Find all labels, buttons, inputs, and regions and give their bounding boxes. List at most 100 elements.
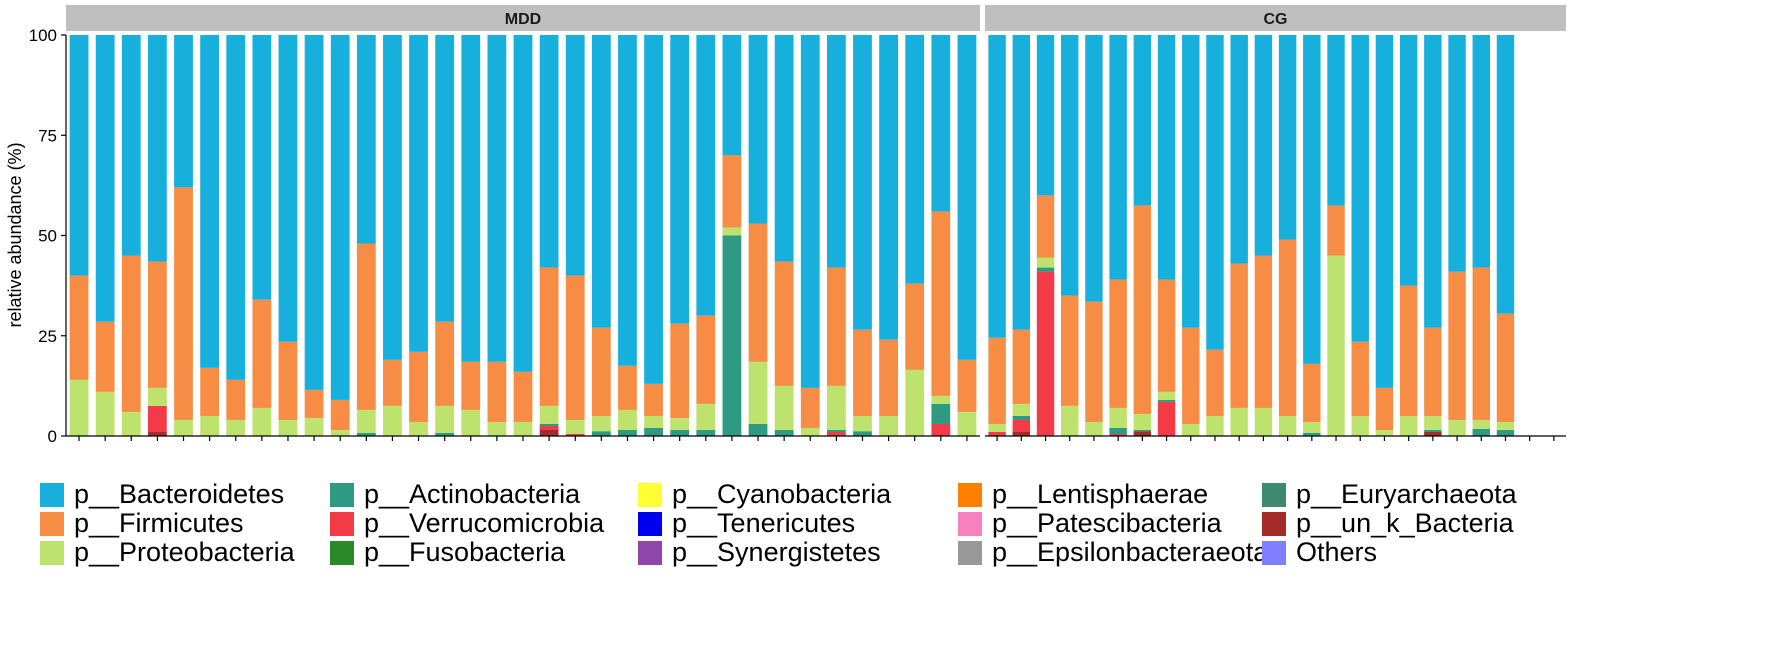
facet-strips: MDD CG [66, 5, 1566, 31]
bar-segment-proteobacteria [905, 369, 925, 436]
legend-swatch [40, 482, 64, 507]
bar-segment-verrucomicrobia [1012, 419, 1031, 432]
legend-item: p__Cyanobacteria [638, 480, 891, 509]
facet-strip-cg [985, 5, 1566, 31]
bar-segment-proteobacteria [1182, 423, 1200, 436]
bar-segment-proteobacteria [879, 415, 899, 436]
bar-segment-actinobacteria [931, 403, 951, 424]
bar-segment-bacteroidetes [591, 35, 611, 328]
bar-segment-bacteroidetes [1230, 35, 1248, 264]
bar-segment-proteobacteria [1399, 415, 1418, 436]
bar-segment-actinobacteria [1157, 399, 1176, 402]
bar-segment-actinobacteria [670, 429, 690, 436]
bar-segment-firmicutes [1399, 285, 1418, 416]
bar-segment-actinobacteria [618, 429, 637, 436]
legend-swatch [330, 482, 354, 507]
bar-segment-actinobacteria [539, 423, 559, 426]
bar-segment-firmicutes [722, 155, 742, 228]
bar-segment-verrucomicrobia [565, 433, 585, 436]
bar-segment-bacteroidetes [696, 35, 716, 316]
bar-segment-firmicutes [591, 327, 611, 416]
legend-label: Others [1296, 537, 1378, 567]
bar-segment-bacteroidetes [200, 35, 220, 368]
bar-segment-firmicutes [905, 283, 925, 370]
legend-label: p__Bacteroidetes [74, 479, 285, 509]
bar-segment-bacteroidetes [69, 35, 89, 276]
bar-segment-verrucomicrobia [1157, 401, 1176, 436]
legend-swatch [1262, 540, 1286, 565]
bar-segment-proteobacteria [383, 405, 402, 436]
legend-column: p__Lentisphaerae p__Patescibacteria p__Eps… [958, 480, 1268, 567]
bar-segment-actinobacteria [1133, 429, 1152, 432]
bar-segment-bacteroidetes [1109, 35, 1127, 280]
legend-swatch [1262, 511, 1286, 536]
bar-segment-proteobacteria [461, 409, 481, 436]
bar-segment-actinobacteria [853, 431, 872, 436]
bar-segment-bacteroidetes [565, 35, 585, 276]
bar-segment-firmicutes [1182, 327, 1200, 424]
bar-segment-firmicutes [200, 367, 220, 416]
bars [69, 35, 1515, 436]
bar-segment-firmicutes [1472, 267, 1490, 420]
bar-segment-verrucomicrobia [988, 431, 1006, 436]
bar-segment-bacteroidetes [409, 35, 428, 352]
bar-segment-bacteroidetes [252, 35, 272, 300]
bar-segment-proteobacteria [1085, 421, 1103, 436]
bar-segment-firmicutes [1375, 387, 1394, 430]
bar-segment-bacteroidetes [121, 35, 141, 256]
legend-label: p__Fusobacteria [364, 537, 566, 567]
bar-segment-firmicutes [409, 351, 428, 422]
bar-segment-proteobacteria [931, 395, 951, 404]
bar-segment-proteobacteria [957, 411, 977, 436]
stacked-bar-chart: MDD CG 0 25 50 75 100 relative abundance (%) [5, 5, 1566, 446]
bar-segment-proteobacteria [1472, 419, 1490, 429]
bar-segment-bacteroidetes [1206, 35, 1224, 350]
bar-segment-firmicutes [121, 255, 141, 412]
legend-column: p__Bacteroidetes p__Firmicutes p__Proteoba… [40, 480, 295, 567]
bar-segment-firmicutes [988, 337, 1006, 424]
bar-segment-verrucomicrobia [931, 423, 951, 436]
bar-segment-bacteroidetes [905, 35, 925, 284]
bar-segment-proteobacteria [670, 417, 690, 430]
legend-swatch [638, 482, 662, 507]
bar-segment-proteobacteria [1230, 407, 1248, 436]
bar-segment-unk-bacteria [1012, 431, 1031, 436]
bar-segment-bacteroidetes [1448, 35, 1466, 272]
bar-segment-bacteroidetes [1133, 35, 1152, 206]
bar-segment-bacteroidetes [879, 35, 899, 340]
bar-segment-firmicutes [800, 387, 820, 428]
legend-item: p__Patescibacteria [958, 509, 1268, 538]
bar-segment-verrucomicrobia [826, 431, 846, 436]
bar-segment-proteobacteria [1254, 407, 1273, 436]
bar-segment-firmicutes [1133, 205, 1152, 414]
legend-label: p__Synergistetes [672, 537, 881, 567]
bar-segment-bacteroidetes [278, 35, 298, 342]
bar-segment-firmicutes [1327, 205, 1345, 256]
bar-segment-bacteroidetes [383, 35, 402, 360]
legend-item: p__Bacteroidetes [40, 480, 295, 509]
bar-segment-proteobacteria [121, 411, 141, 436]
bar-segment-bacteroidetes [1327, 35, 1345, 206]
bar-segment-bacteroidetes [618, 35, 637, 366]
bar-segment-unk-bacteria [147, 431, 167, 436]
bar-segment-bacteroidetes [853, 35, 872, 330]
legend-label: p__Patescibacteria [992, 508, 1222, 538]
y-tick-label: 50 [38, 227, 57, 246]
legend-item: p__Actinobacteria [330, 480, 604, 509]
bar-segment-firmicutes [383, 359, 402, 406]
bar-segment-proteobacteria [409, 421, 428, 436]
bar-segment-bacteroidetes [356, 35, 376, 244]
bar-segment-firmicutes [1303, 363, 1321, 422]
bar-segment-proteobacteria [147, 387, 167, 406]
legend-item: p__Fusobacteria [330, 538, 604, 567]
bar-segment-proteobacteria [1375, 429, 1394, 436]
bar-segment-firmicutes [304, 389, 324, 418]
bar-segment-firmicutes [1036, 195, 1055, 258]
legend-label: p__Tenericutes [672, 508, 856, 538]
bar-segment-firmicutes [487, 361, 507, 422]
bar-segment-bacteroidetes [1182, 35, 1200, 328]
bar-segment-actinobacteria [1496, 429, 1515, 436]
bar-segment-proteobacteria [330, 429, 350, 436]
legend-item: p__un_k_Bacteria [1262, 509, 1517, 538]
bar-segment-firmicutes [931, 211, 951, 396]
